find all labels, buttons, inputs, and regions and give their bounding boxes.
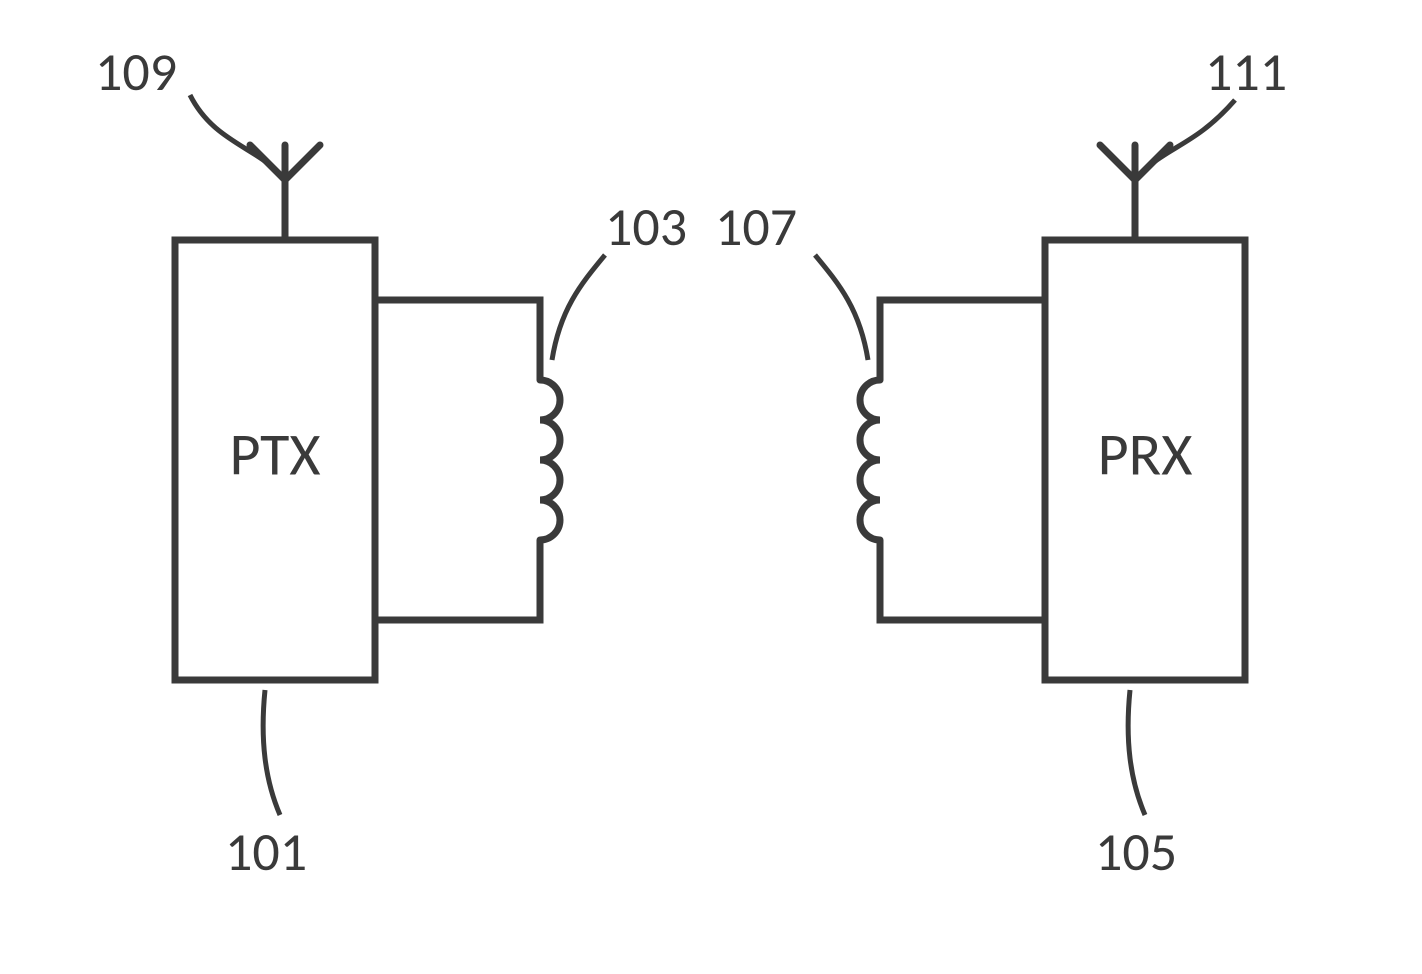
rx-coil-top-stub [880,300,1045,380]
leader-101 [263,690,280,815]
ref-label-107: 107 [715,194,797,260]
ref-label-103: 103 [605,194,687,260]
prx-label: PRX [1098,418,1193,491]
tx-coil [540,380,560,540]
ref-label-105: 105 [1095,819,1177,885]
ref-label-109: 109 [95,39,177,105]
ptx-label: PTX [229,418,320,491]
rx-coil-bottom-stub [880,540,1045,620]
leader-111 [1150,100,1235,165]
tx-coil-top-stub [375,300,540,380]
ref-label-101: 101 [225,819,307,885]
leader-105 [1128,690,1145,815]
diagram-canvas: PTX PRX 109 111 103 107 101 105 [0,0,1422,974]
tx-coil-bottom-stub [375,540,540,620]
leader-107 [815,255,868,360]
leader-109 [190,95,270,165]
ref-label-111: 111 [1205,39,1287,105]
leader-103 [552,255,605,360]
rx-coil [860,380,880,540]
